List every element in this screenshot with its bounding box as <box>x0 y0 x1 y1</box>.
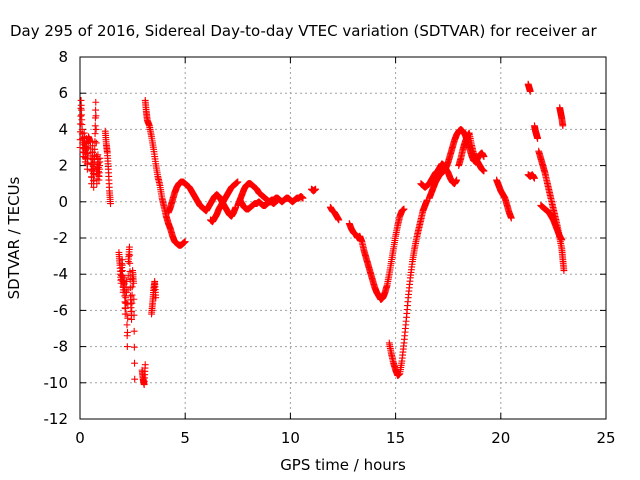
data-point <box>123 343 131 350</box>
y-tick-label: 0 <box>58 193 68 211</box>
data-point <box>131 359 138 367</box>
plot-frame <box>79 56 607 420</box>
data-points <box>76 80 568 389</box>
data-point <box>91 130 99 138</box>
data-point <box>126 251 134 259</box>
data-point <box>90 171 98 179</box>
x-tick-label: 15 <box>386 429 405 447</box>
data-point <box>123 321 131 329</box>
data-point <box>89 170 97 177</box>
data-point <box>130 295 138 303</box>
data-point <box>558 236 566 244</box>
data-point <box>128 283 136 291</box>
data-point <box>122 278 130 285</box>
data-point <box>126 243 133 251</box>
data-point <box>92 98 100 106</box>
x-tick-label: 20 <box>491 429 510 447</box>
data-point <box>453 176 461 184</box>
y-tick-label: -8 <box>53 338 68 356</box>
grid-lines <box>80 57 606 419</box>
data-point <box>124 272 132 280</box>
y-tick-label: -10 <box>44 374 69 392</box>
data-point <box>507 214 515 222</box>
y-tick-label: -6 <box>53 301 68 319</box>
data-point <box>91 122 99 130</box>
y-tick-label: -12 <box>44 410 69 428</box>
data-point <box>77 112 85 120</box>
data-point <box>534 135 542 142</box>
data-point <box>531 174 538 182</box>
data-point <box>130 279 138 287</box>
data-point <box>121 292 129 300</box>
x-axis-label: GPS time / hours <box>280 456 406 474</box>
data-point <box>130 327 138 335</box>
data-point <box>128 307 136 315</box>
data-point <box>123 310 131 318</box>
x-tick-label: 5 <box>180 429 190 447</box>
x-tick-label: 0 <box>75 429 85 447</box>
data-point <box>91 145 99 153</box>
data-point <box>130 311 138 319</box>
data-point <box>312 185 320 193</box>
data-point <box>299 194 307 202</box>
data-point <box>480 167 488 175</box>
data-point <box>559 122 567 130</box>
x-tick-label: 10 <box>281 429 300 447</box>
y-tick-label: 4 <box>58 120 68 138</box>
data-point <box>92 139 100 147</box>
data-point <box>124 314 132 322</box>
data-point <box>152 294 160 302</box>
data-point <box>234 178 242 186</box>
data-point <box>128 291 136 299</box>
data-point <box>90 183 98 191</box>
axis-ticks <box>79 56 607 420</box>
data-point <box>335 216 343 224</box>
data-point <box>560 267 568 274</box>
data-point <box>89 142 97 150</box>
chart-title: Day 295 of 2016, Sidereal Day-to-day VTE… <box>10 22 597 40</box>
axis-tick-labels: 0 5 10 15 20 25 -12 -10 -8 -6 -4 -2 0 2 4 6 8 <box>44 48 616 447</box>
data-point <box>120 274 128 282</box>
y-tick-label: 8 <box>58 48 68 66</box>
data-point <box>130 343 138 351</box>
data-point <box>126 259 134 267</box>
x-tick-label: 25 <box>596 429 615 447</box>
data-point <box>181 238 189 246</box>
data-point <box>480 153 488 160</box>
data-point <box>141 361 149 369</box>
data-point <box>526 87 534 95</box>
data-point <box>107 200 114 208</box>
y-tick-label: -4 <box>53 265 68 283</box>
y-tick-label: -2 <box>53 229 68 247</box>
data-point <box>128 316 135 323</box>
data-point <box>92 126 100 133</box>
data-point <box>400 205 408 213</box>
data-point <box>92 106 100 114</box>
data-point <box>124 329 131 336</box>
data-point <box>96 154 104 162</box>
y-tick-label: 6 <box>58 84 68 102</box>
data-point <box>128 299 136 307</box>
data-point <box>87 138 94 146</box>
data-point <box>77 120 84 128</box>
data-point <box>131 375 139 383</box>
data-point <box>92 112 100 120</box>
data-point <box>91 138 99 145</box>
y-axis-label: SDTVAR / TECUs <box>5 176 23 299</box>
y-tick-label: 2 <box>58 157 68 175</box>
